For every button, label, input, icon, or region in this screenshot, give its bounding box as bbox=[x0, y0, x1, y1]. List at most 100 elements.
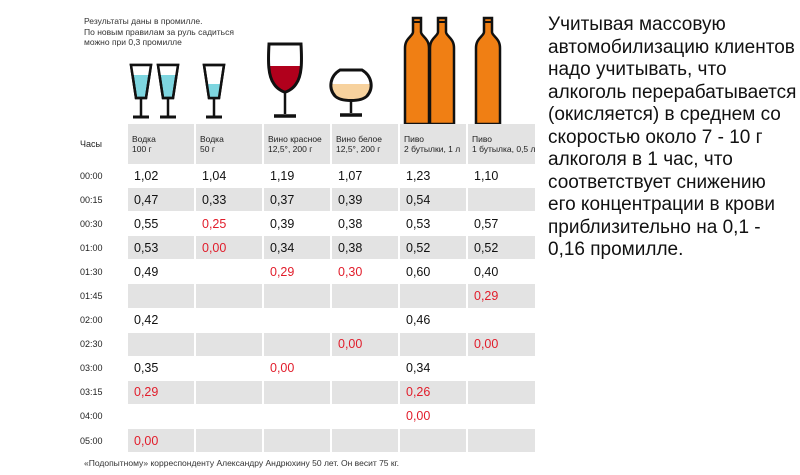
value-cell: 0,00 bbox=[128, 429, 196, 454]
time-cell: 02:30 bbox=[78, 332, 128, 357]
drink-amount: 2 бутылки, 1 л bbox=[404, 144, 461, 154]
drink-amount: 50 г bbox=[200, 144, 215, 154]
value-cell bbox=[400, 429, 468, 454]
table-row: 05:00 0,00 bbox=[78, 429, 538, 454]
value-cell: 0,25 bbox=[196, 212, 264, 237]
time-cell: 04:00 bbox=[78, 404, 128, 430]
value-cell bbox=[196, 332, 264, 357]
value-cell: 0,35 bbox=[128, 356, 196, 381]
value-cell bbox=[400, 284, 468, 309]
promille-table: Часы Водка 100 г Водка 50 г Вино красное 12… bbox=[78, 124, 538, 454]
value-cell: 0,42 bbox=[128, 308, 196, 333]
value-cell: 0,33 bbox=[196, 188, 264, 213]
value-cell: 0,52 bbox=[468, 236, 538, 261]
time-cell: 00:30 bbox=[78, 212, 128, 237]
table-row: 01:00 0,53 0,00 0,34 0,38 0,52 0,52 bbox=[78, 236, 538, 261]
value-cell bbox=[332, 429, 400, 454]
column-header: Водка 100 г bbox=[128, 124, 196, 164]
value-cell: 0,39 bbox=[264, 212, 332, 237]
value-cell: 1,19 bbox=[264, 164, 332, 189]
table-row: 00:30 0,55 0,25 0,39 0,38 0,53 0,57 bbox=[78, 212, 538, 237]
vodka-small-glass-icon bbox=[202, 63, 226, 119]
note-line: Результаты даны в промилле. bbox=[84, 16, 203, 26]
value-cell: 1,10 bbox=[468, 164, 538, 189]
table-row: 00:15 0,47 0,33 0,37 0,39 0,54 bbox=[78, 188, 538, 213]
table-row: 01:45 0,29 bbox=[78, 284, 538, 309]
drink-name: Пиво bbox=[472, 134, 493, 144]
time-cell: 00:15 bbox=[78, 188, 128, 213]
value-cell bbox=[468, 404, 538, 430]
value-cell: 1,23 bbox=[400, 164, 468, 189]
table-row: 03:15 0,29 0,26 bbox=[78, 380, 538, 405]
alcohol-infographic: Результаты даны в промилле. По новым пра… bbox=[78, 16, 538, 468]
value-cell bbox=[264, 332, 332, 357]
value-cell bbox=[332, 380, 400, 405]
table-row: 02:30 0,00 0,00 bbox=[78, 332, 538, 357]
value-cell: 0,40 bbox=[468, 260, 538, 285]
value-cell bbox=[196, 260, 264, 285]
drinks-illustration bbox=[129, 16, 502, 126]
value-cell bbox=[400, 332, 468, 357]
value-cell: 0,29 bbox=[468, 284, 538, 309]
value-cell bbox=[264, 380, 332, 405]
column-header: Пиво 1 бутылка, 0,5 л bbox=[468, 124, 538, 164]
vodka-shot-glass-icon bbox=[156, 63, 180, 119]
table-row: 01:30 0,49 0,29 0,30 0,60 0,40 bbox=[78, 260, 538, 285]
table-header-row: Часы Водка 100 г Водка 50 г Вино красное 12… bbox=[78, 124, 538, 164]
white-wine-glass-icon bbox=[329, 68, 373, 117]
value-cell bbox=[468, 380, 538, 405]
value-cell: 0,57 bbox=[468, 212, 538, 237]
value-cell bbox=[128, 332, 196, 357]
value-cell bbox=[196, 308, 264, 333]
drink-name: Вино красное bbox=[268, 134, 322, 144]
column-header: Пиво 2 бутылки, 1 л bbox=[400, 124, 468, 164]
value-cell bbox=[468, 429, 538, 454]
drink-name: Вино белое bbox=[336, 134, 382, 144]
drink-amount: 12,5°, 200 г bbox=[336, 144, 381, 154]
value-cell: 1,02 bbox=[128, 164, 196, 189]
value-cell bbox=[264, 429, 332, 454]
value-cell: 0,00 bbox=[400, 404, 468, 430]
value-cell: 0,53 bbox=[400, 212, 468, 237]
value-cell: 0,00 bbox=[196, 236, 264, 261]
table-row: 02:00 0,42 0,46 bbox=[78, 308, 538, 333]
value-cell bbox=[196, 284, 264, 309]
drink-name: Пиво bbox=[404, 134, 425, 144]
side-text: Учитывая массовую автомобилизацию клиент… bbox=[548, 14, 797, 260]
note-line: можно при 0,3 промилле bbox=[84, 37, 182, 47]
value-cell bbox=[196, 429, 264, 454]
drink-amount: 1 бутылка, 0,5 л bbox=[472, 144, 536, 154]
footnote: «Подопытному» корреспонденту Александру … bbox=[84, 458, 400, 468]
time-cell: 00:00 bbox=[78, 164, 128, 189]
note-line: По новым правилам за руль садиться bbox=[84, 26, 234, 37]
time-cell: 03:00 bbox=[78, 356, 128, 381]
value-cell: 0,00 bbox=[332, 332, 400, 357]
value-cell bbox=[468, 356, 538, 381]
time-cell: 03:15 bbox=[78, 380, 128, 405]
value-cell: 0,46 bbox=[400, 308, 468, 333]
value-cell: 0,00 bbox=[264, 356, 332, 381]
value-cell: 0,29 bbox=[128, 380, 196, 405]
value-cell: 0,29 bbox=[264, 260, 332, 285]
table-row: 03:00 0,35 0,00 0,34 bbox=[78, 356, 538, 381]
value-cell bbox=[128, 284, 196, 309]
drink-amount: 12,5°, 200 г bbox=[268, 144, 313, 154]
value-cell: 0,37 bbox=[264, 188, 332, 213]
column-header: Водка 50 г bbox=[196, 124, 264, 164]
value-cell bbox=[332, 356, 400, 381]
vodka-shot-glass-icon bbox=[129, 63, 153, 119]
time-column-header: Часы bbox=[78, 124, 128, 164]
value-cell bbox=[332, 284, 400, 309]
value-cell: 0,34 bbox=[400, 356, 468, 381]
value-cell bbox=[332, 404, 400, 430]
red-wine-glass-icon bbox=[267, 42, 303, 118]
value-cell: 0,38 bbox=[332, 236, 400, 261]
value-cell: 0,52 bbox=[400, 236, 468, 261]
value-cell bbox=[264, 404, 332, 430]
value-cell: 0,30 bbox=[332, 260, 400, 285]
drink-name: Водка bbox=[200, 134, 224, 144]
value-cell: 0,39 bbox=[332, 188, 400, 213]
value-cell bbox=[128, 404, 196, 430]
beer-bottle-icon bbox=[403, 16, 431, 126]
value-cell bbox=[196, 356, 264, 381]
